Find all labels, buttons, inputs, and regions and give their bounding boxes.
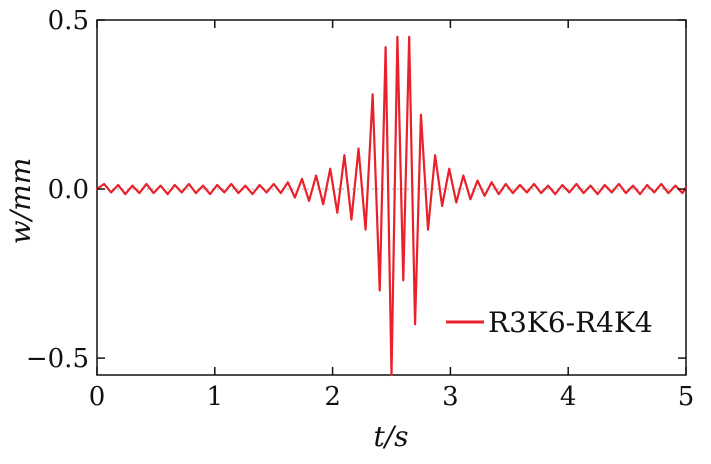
plot-area <box>95 19 688 377</box>
x-axis: 0 1 2 3 4 5 <box>89 20 695 412</box>
x-tick-label: 2 <box>324 382 341 412</box>
series-line <box>95 35 688 377</box>
x-tick-label: 5 <box>678 382 695 412</box>
x-tick-label: 3 <box>442 382 459 412</box>
x-tick-label: 0 <box>89 382 106 412</box>
y-axis-label: w/mm <box>4 158 37 245</box>
x-axis-label: t/s <box>373 420 408 453</box>
x-tick-label: 1 <box>207 382 224 412</box>
legend-label: R3K6-R4K4 <box>488 306 653 339</box>
y-tick-label: 0.0 <box>48 175 89 205</box>
y-tick-label: −0.5 <box>26 344 89 374</box>
x-tick-label: 4 <box>560 382 577 412</box>
y-axis: −0.5 0.0 0.5 <box>26 6 686 374</box>
y-tick-label: 0.5 <box>48 6 89 36</box>
legend: R3K6-R4K4 <box>446 306 653 339</box>
